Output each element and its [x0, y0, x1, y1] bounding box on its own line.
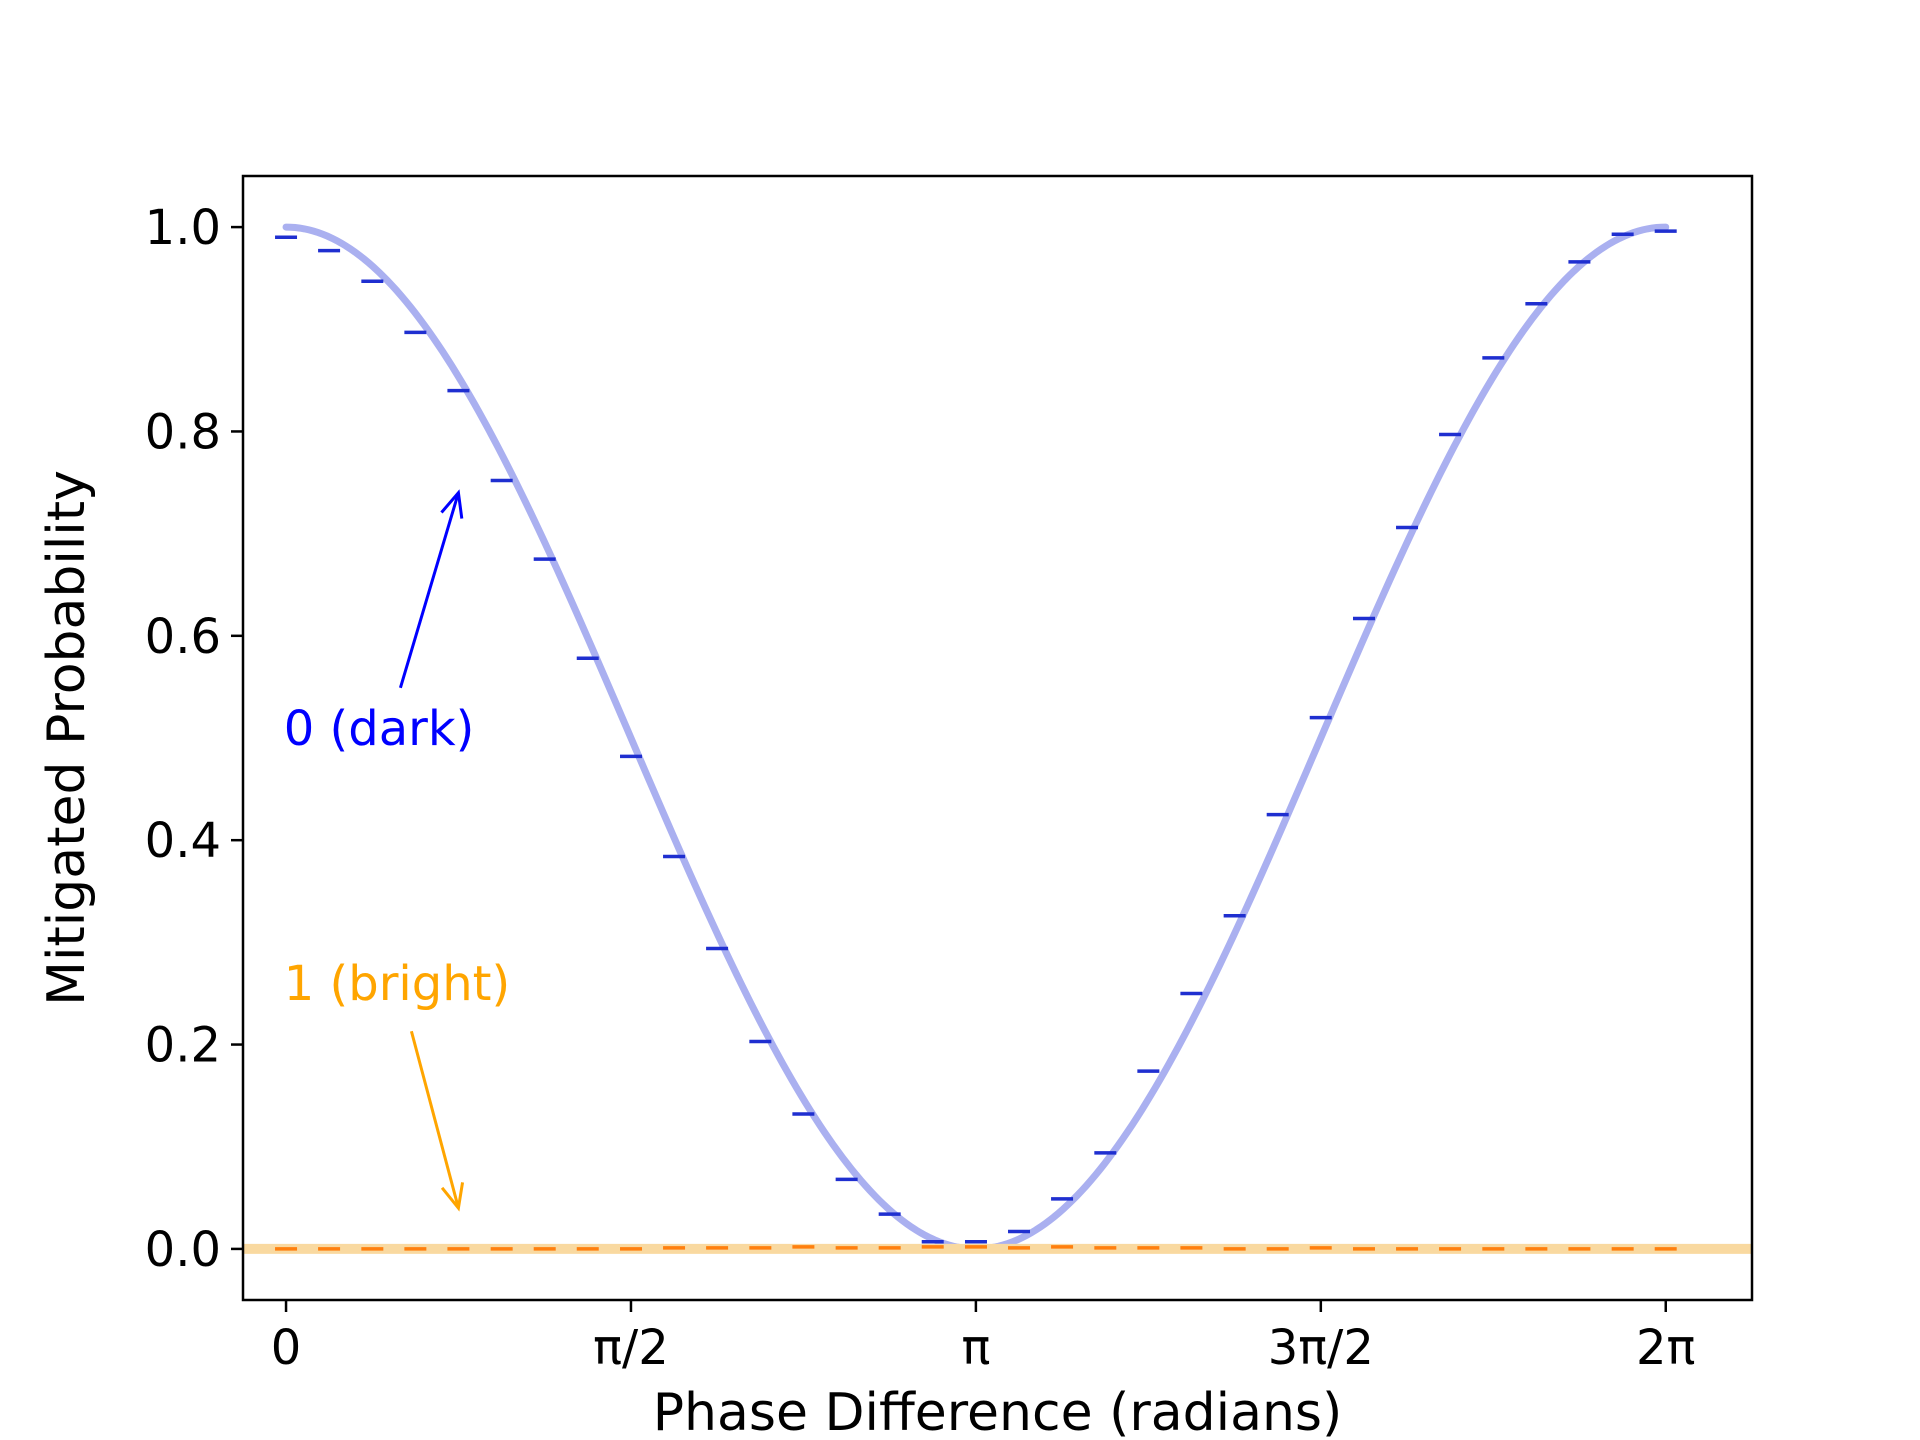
- x-tick-label: π: [961, 1320, 990, 1376]
- data-points: [275, 229, 1677, 1251]
- bright-annotation-label: 1 (bright): [284, 956, 511, 1012]
- y-tick-label: 0.6: [145, 609, 221, 665]
- y-tick-label: 0.2: [145, 1018, 221, 1074]
- y-tick-label: 0.0: [145, 1222, 221, 1278]
- x-axis-label: Phase Difference (radians): [653, 1383, 1343, 1440]
- x-tick-label: 3π/2: [1268, 1320, 1374, 1376]
- dark-arrowhead: [440, 489, 464, 519]
- y-tick-label: 0.4: [145, 813, 221, 869]
- x-tick-label: 2π: [1636, 1320, 1695, 1376]
- y-axis-label: Mitigated Probability: [37, 470, 97, 1006]
- dark-annotation-label: 0 (dark): [284, 701, 475, 757]
- y-tick-label: 0.8: [145, 404, 221, 460]
- x-axis-ticks: 0 π/2 π 3π/2 2π: [271, 1300, 1695, 1376]
- annotations: 0 (dark) 1 (bright): [284, 489, 511, 1212]
- y-tick-label: 1.0: [145, 200, 221, 256]
- plot-frame: [241, 174, 1754, 1302]
- x-tick-label: 0: [271, 1320, 302, 1376]
- bright-annotation-arrow: [409, 1030, 460, 1209]
- dark-fit-curve: [282, 223, 1670, 1253]
- x-tick-label: π/2: [593, 1320, 669, 1376]
- y-axis-ticks: 0.0 0.2 0.4 0.6 0.8 1.0: [145, 200, 243, 1278]
- dark-annotation-arrow: [398, 492, 460, 689]
- bright-arrowhead: [440, 1182, 465, 1212]
